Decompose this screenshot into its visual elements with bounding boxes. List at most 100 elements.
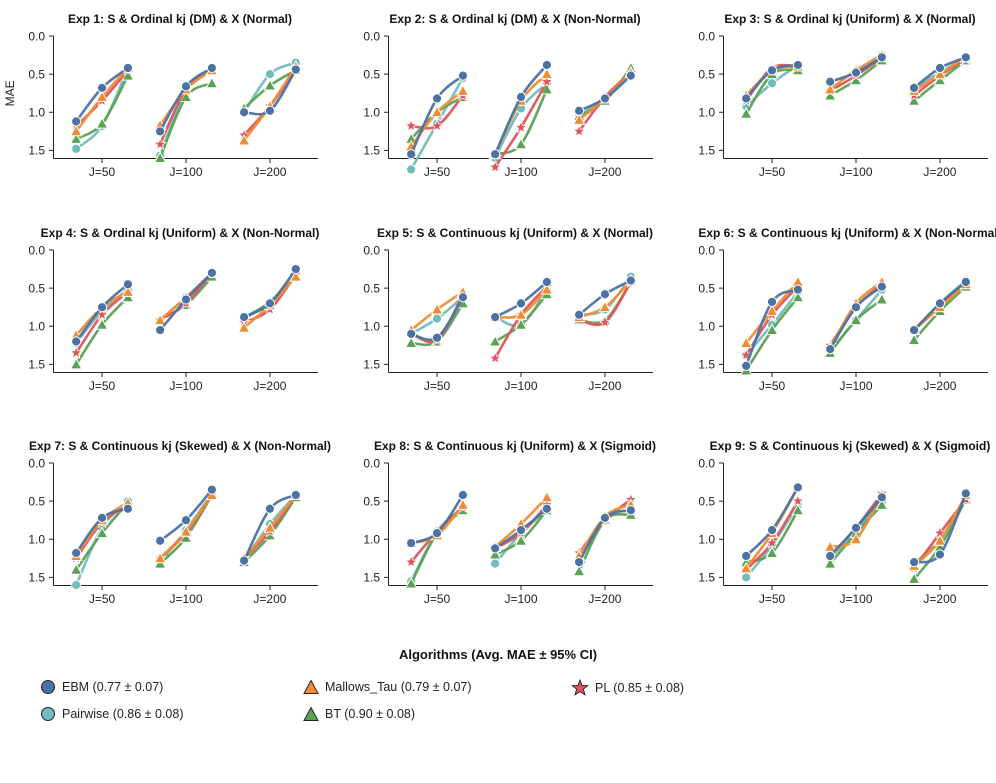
panel-title: Exp 2: S & Ordinal kj (DM) & X (Non-Norm… (389, 12, 640, 26)
data-point-ebm (238, 555, 250, 566)
x-tick-label-j-50: J=50 (424, 592, 451, 606)
y-tick-label: 0.0 (698, 243, 715, 257)
panel-title: Exp 1: S & Ordinal kj (DM) & X (Normal) (68, 12, 292, 26)
data-point-mallows-tau (765, 304, 779, 316)
data-point-ebm (599, 512, 611, 524)
x-tick-label-j-100: J=100 (839, 379, 872, 393)
data-point-ebm (792, 59, 804, 71)
x-tick-label-j-50: J=50 (89, 165, 116, 179)
y-tick-label: 0.5 (363, 67, 380, 81)
x-tick-label-j-50: J=50 (759, 165, 786, 179)
y-tick-label: 0.0 (363, 29, 380, 43)
x-tick-label-j-50: J=50 (424, 165, 451, 179)
data-point-ebm (766, 65, 778, 76)
panel-title: Exp 8: S & Continuous kj (Uniform) & X (… (374, 439, 656, 453)
data-point-pl (404, 118, 418, 132)
data-point-ebm (206, 484, 217, 495)
data-point-ebm (490, 149, 501, 160)
data-point-bt (765, 546, 779, 558)
data-point-mallows-tau (849, 532, 863, 545)
data-point-ebm (264, 298, 276, 309)
data-point-mallows-tau (739, 336, 753, 349)
data-point-bt (765, 323, 779, 336)
data-point-mallows-tau (237, 133, 251, 146)
y-tick-label: 0.5 (363, 281, 380, 295)
data-point-bt (95, 526, 109, 539)
data-point-bt (791, 290, 805, 303)
data-point-ebm (264, 503, 276, 514)
y-tick-label: 1.0 (28, 106, 45, 120)
data-point-bt (488, 547, 502, 560)
data-point-mallows-tau (823, 82, 837, 95)
data-point-ebm (573, 105, 585, 116)
panel-exp-4: Exp 4: S & Ordinal kj (Uniform) & X (Non… (28, 226, 319, 393)
series-ebm (741, 52, 971, 104)
series-pl (69, 265, 303, 359)
data-point-bt (69, 357, 83, 370)
y-tick-label: 0.0 (363, 243, 380, 257)
legend-item-mallows-tau: Mallows_Tau (0.79 ± 0.07) (303, 679, 472, 695)
data-point-mallows-tau (153, 551, 167, 564)
panel-exp-7: Exp 7: S & Continuous kj (Skewed) & X (N… (28, 439, 331, 606)
data-point-ebm (155, 535, 166, 546)
panel-exp-9: Exp 9: S & Continuous kj (Skewed) & X (S… (698, 439, 990, 606)
data-point-bt (514, 534, 528, 546)
x-tick-label-j-200: J=200 (253, 165, 286, 179)
data-point-ebm (290, 64, 301, 75)
y-tick-label: 0.5 (363, 494, 380, 508)
panel-exp-3: Exp 3: S & Ordinal kj (Uniform) & X (Nor… (698, 12, 988, 179)
x-tick-label-j-200: J=200 (923, 592, 956, 606)
x-tick-label-j-50: J=50 (759, 379, 786, 393)
data-point-pl (488, 351, 502, 364)
data-point-ebm (238, 312, 250, 323)
data-point-bt (823, 557, 837, 569)
y-tick-label: 0.5 (698, 281, 715, 295)
data-point-pl (69, 345, 83, 359)
series-ebm (406, 59, 636, 160)
y-tick-label: 0.0 (698, 29, 715, 43)
data-point-bt (791, 503, 805, 516)
data-point-ebm (573, 557, 585, 568)
panel-exp-2: Exp 2: S & Ordinal kj (DM) & X (Non-Norm… (363, 12, 653, 179)
series-ebm (71, 484, 301, 566)
x-tick-label-j-200: J=200 (923, 379, 956, 393)
data-point-ebm (792, 482, 804, 493)
legend-label-pairwise: Pairwise (0.86 ± 0.08) (62, 707, 184, 721)
data-point-pairwise (264, 69, 276, 80)
data-point-ebm (431, 332, 443, 343)
y-tick-label: 1.0 (363, 320, 380, 334)
data-point-pairwise (71, 143, 82, 154)
data-point-ebm (876, 52, 887, 63)
y-tick-label: 1.5 (698, 144, 715, 158)
data-point-bt (739, 107, 753, 119)
data-point-mallows-tau (456, 498, 470, 510)
data-point-mallows-tau (263, 521, 277, 533)
panel-title: Exp 7: S & Continuous kj (Skewed) & X (N… (29, 439, 331, 453)
data-point-pairwise (490, 558, 501, 569)
y-tick-label: 1.0 (363, 106, 380, 120)
y-tick-label: 1.0 (363, 533, 380, 547)
series-line-bt (409, 509, 465, 585)
y-tick-label: 1.0 (698, 533, 715, 547)
data-point-ebm (934, 62, 946, 74)
data-point-pl (514, 120, 528, 134)
series-ebm (71, 62, 301, 137)
legend-label-ebm: EBM (0.77 ± 0.07) (62, 680, 164, 694)
data-point-pairwise (71, 579, 82, 591)
data-point-ebm (457, 292, 469, 303)
data-point-ebm (876, 281, 887, 292)
x-tick-label-j-50: J=50 (89, 592, 116, 606)
y-tick-label: 1.5 (698, 571, 715, 585)
legend-item-pairwise: Pairwise (0.86 ± 0.08) (40, 706, 184, 722)
data-point-ebm (155, 324, 166, 336)
data-point-pl (430, 118, 444, 132)
data-point-ebm (122, 279, 134, 290)
data-point-bt (404, 576, 418, 589)
data-point-ebm (934, 549, 946, 560)
data-point-ebm (960, 52, 971, 63)
data-point-ebm (264, 105, 276, 116)
data-point-ebm (490, 543, 501, 554)
x-tick-label-j-100: J=100 (169, 165, 202, 179)
y-tick-label: 0.0 (28, 456, 45, 470)
data-point-mallows-tau (69, 124, 83, 137)
